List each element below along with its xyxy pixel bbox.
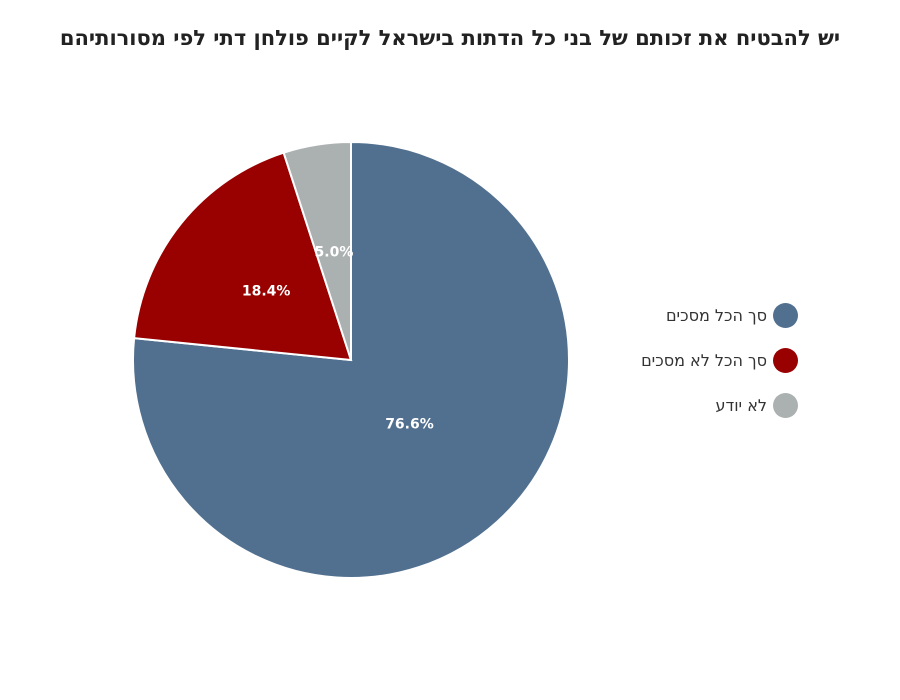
pie-slice-disagree[interactable] — [133, 151, 353, 362]
legend-label-agree: סך הכל מסכים — [665, 305, 767, 325]
legend-label-dont-know: לא יודע — [715, 395, 767, 415]
legend: סך הכל מסכים סך הכל לא מסכים לא יודע — [641, 302, 798, 437]
data-label-disagree: 18.4% — [242, 284, 291, 300]
data-label-dont-know: 5.0% — [315, 244, 354, 260]
legend-item-agree[interactable]: סך הכל מסכים — [641, 302, 798, 328]
chart-title: יש להבטיח את זכותם של בני כל הדתות בישרא… — [59, 26, 841, 50]
legend-swatch-disagree — [773, 347, 798, 373]
legend-swatch-dont-know — [773, 392, 798, 418]
legend-swatch-agree — [773, 302, 798, 328]
legend-item-disagree[interactable]: סך הכל לא מסכים — [641, 347, 798, 373]
legend-item-dont-know[interactable]: לא יודע — [641, 392, 798, 418]
legend-label-disagree: סך הכל לא מסכים — [641, 350, 767, 370]
data-label-agree: 76.6% — [385, 417, 434, 433]
pie-slice-dont-know[interactable] — [282, 140, 352, 361]
